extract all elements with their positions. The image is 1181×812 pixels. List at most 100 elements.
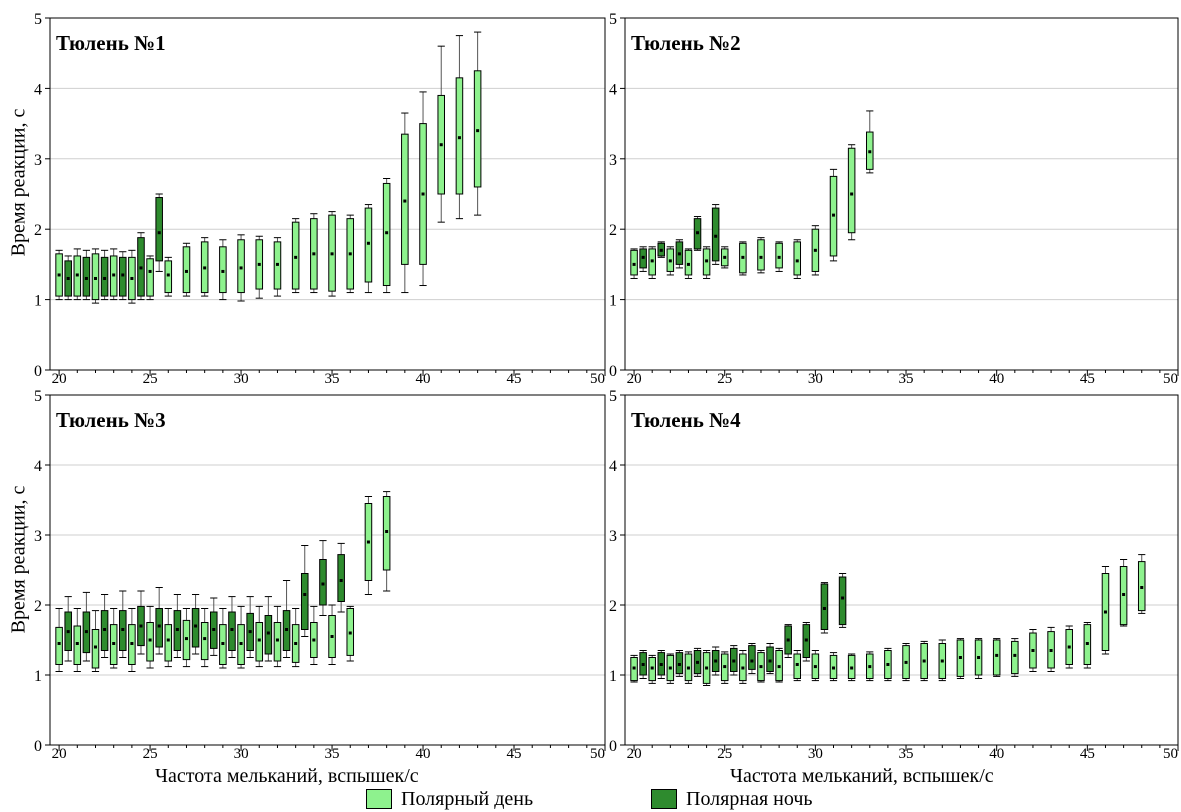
median-marker <box>148 638 152 642</box>
median-marker <box>275 638 279 642</box>
median-marker <box>257 262 261 266</box>
median-marker <box>139 266 143 270</box>
x-tick-label: 30 <box>808 746 823 762</box>
box-body <box>191 608 200 648</box>
median-marker <box>668 259 672 263</box>
y-tick-label: 1 <box>609 668 617 685</box>
legend-day-label: Полярный день <box>401 787 534 810</box>
box-day <box>739 650 747 684</box>
median-marker <box>312 252 316 256</box>
median-marker <box>868 665 872 669</box>
y-tick-label: 2 <box>609 222 617 239</box>
box-day <box>273 605 282 668</box>
box-body <box>847 147 856 234</box>
box-body <box>364 207 373 283</box>
median-marker <box>221 642 225 645</box>
median-marker <box>995 653 999 657</box>
box-night <box>838 573 847 628</box>
box-day <box>775 647 783 683</box>
box-body <box>273 622 282 662</box>
box-body <box>300 573 309 630</box>
box-day <box>630 654 638 683</box>
box-body <box>766 646 774 672</box>
box-night <box>246 596 254 658</box>
y-tick-label: 2 <box>34 598 42 615</box>
median-marker <box>230 628 234 631</box>
median-marker <box>786 638 790 642</box>
median-marker <box>348 252 352 256</box>
x-tick-label: 35 <box>899 371 914 387</box>
median-marker <box>659 248 663 252</box>
median-marker <box>668 666 672 670</box>
box-night <box>711 204 720 265</box>
box-day <box>219 608 227 669</box>
x-axis-label-right: Частота мельканий, вспышек/с <box>730 765 994 787</box>
box-body <box>382 182 391 287</box>
median-marker <box>66 276 70 280</box>
box-body <box>155 608 163 648</box>
legend-night: Полярная ночь <box>651 788 813 810</box>
x-axis-label-left: Частота мельканий, вспышек/с <box>155 765 419 787</box>
median-marker <box>977 656 981 659</box>
x-tick-label: 25 <box>143 746 158 762</box>
y-tick-label: 1 <box>34 293 42 310</box>
box-night <box>711 646 720 676</box>
box-day <box>720 651 729 684</box>
box-day <box>146 605 154 669</box>
box-day <box>1101 566 1110 655</box>
median-marker <box>686 666 690 670</box>
median-marker <box>632 666 636 670</box>
box-night <box>82 249 91 301</box>
box-body <box>91 629 100 669</box>
x-tick-label: 45 <box>1080 746 1095 762</box>
box-night <box>119 590 127 658</box>
box-day <box>237 234 245 302</box>
box-night <box>730 645 738 676</box>
box-night <box>639 246 647 272</box>
median-marker <box>1013 653 1017 657</box>
box-day <box>829 168 838 262</box>
panel-title: Тюлень №2 <box>631 31 741 55</box>
median-marker <box>312 638 316 642</box>
box-body <box>793 653 802 679</box>
x-tick-label: 45 <box>507 371 522 387</box>
box-day <box>364 496 373 595</box>
x-tick-label: 40 <box>416 371 431 387</box>
box-body <box>146 258 154 297</box>
x-tick-label: 25 <box>717 371 732 387</box>
median-marker <box>157 231 161 235</box>
box-body <box>155 197 163 262</box>
box-body <box>473 70 482 188</box>
legend-day-swatch <box>366 789 392 809</box>
median-marker <box>330 635 334 638</box>
box-day <box>255 235 264 299</box>
x-tick-label: 20 <box>52 746 67 762</box>
median-marker <box>750 659 754 663</box>
box-night <box>155 587 163 655</box>
median-marker <box>175 628 179 631</box>
box-day <box>128 249 136 304</box>
y-axis-label-bottom: Время реакции, с <box>7 485 30 634</box>
box-night <box>657 650 666 679</box>
median-marker <box>850 666 854 670</box>
box-body <box>200 622 209 661</box>
box-day <box>829 652 838 682</box>
x-tick-label: 20 <box>52 371 67 387</box>
box-night <box>300 545 309 637</box>
median-marker <box>366 540 370 544</box>
y-tick-label: 4 <box>609 458 617 475</box>
x-tick-label: 40 <box>989 371 1004 387</box>
median-marker <box>832 666 836 670</box>
box-body <box>255 622 264 662</box>
y-tick-label: 1 <box>609 293 617 310</box>
median-marker <box>184 269 188 273</box>
box-body <box>182 246 191 294</box>
box-body <box>146 622 154 662</box>
box-night <box>337 542 345 613</box>
box-body <box>55 626 63 666</box>
median-marker <box>686 262 690 266</box>
median-marker <box>348 631 352 635</box>
box-day <box>346 214 355 294</box>
box-body <box>775 242 783 269</box>
